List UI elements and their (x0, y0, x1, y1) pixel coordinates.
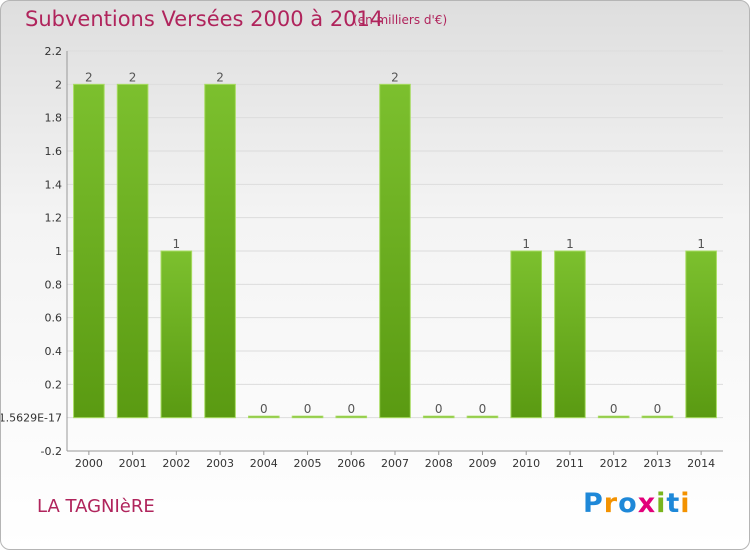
bar-2007 (379, 83, 411, 419)
data-label-2003: 2 (216, 70, 224, 84)
y-tick-label: 0.4 (45, 345, 63, 358)
bar-2011 (554, 250, 586, 419)
bar-2002 (160, 250, 193, 419)
x-tick-label: 2014 (687, 457, 715, 470)
data-label-2013: 0 (654, 402, 662, 416)
x-tick-label: 2012 (600, 457, 628, 470)
data-label-2014: 1 (697, 237, 705, 251)
data-label-2002: 1 (173, 237, 181, 251)
y-tick-label: -1.5629E-17 (1, 412, 62, 425)
x-tick-label: 2010 (512, 457, 540, 470)
y-tick-label: 1.8 (45, 112, 63, 125)
logo-letter: r (603, 488, 619, 519)
data-label-2006: 0 (347, 402, 355, 416)
x-tick-label: 2000 (75, 457, 103, 470)
data-label-2000: 2 (85, 70, 93, 84)
y-tick-label: 1 (55, 245, 62, 258)
bar-2000 (73, 83, 105, 419)
x-tick-label: 2005 (294, 457, 322, 470)
x-tick-label: 2002 (162, 457, 190, 470)
y-tick-label: 1.6 (45, 145, 63, 158)
x-tick-label: 2013 (643, 457, 671, 470)
data-label-2001: 2 (129, 70, 137, 84)
y-tick-label: 1.4 (45, 178, 63, 191)
x-tick-label: 2003 (206, 457, 234, 470)
y-tick-label: 1.2 (45, 212, 63, 225)
bar-2005 (291, 415, 324, 419)
bar-2013 (641, 415, 674, 419)
bar-2003 (204, 83, 236, 419)
proxiti-logo: Proxiti (583, 488, 691, 519)
bar-2009 (466, 415, 499, 419)
x-tick-label: 2009 (468, 457, 496, 470)
x-tick-label: 2001 (119, 457, 147, 470)
chart-unit: (en milliers d'€) (353, 13, 448, 27)
location-name: LA TAGNIèRE (37, 496, 155, 517)
bar-2001 (116, 83, 149, 419)
logo-letter: o (618, 488, 638, 519)
logo-letter: i (656, 488, 667, 519)
y-tick-label: 2.2 (45, 45, 63, 58)
x-tick-label: 2007 (381, 457, 409, 470)
bar-2010 (510, 250, 543, 419)
data-label-2011: 1 (566, 237, 574, 251)
x-tick-label: 2006 (337, 457, 365, 470)
y-tick-label: 2 (55, 78, 62, 91)
data-label-2005: 0 (304, 402, 312, 416)
data-label-2007: 2 (391, 70, 399, 84)
data-label-2012: 0 (610, 402, 618, 416)
y-tick-label: 0.2 (45, 378, 63, 391)
y-tick-label: 0.8 (45, 278, 63, 291)
bar-2008 (422, 415, 455, 419)
y-tick-label: -0.2 (41, 445, 62, 458)
data-label-2008: 0 (435, 402, 443, 416)
bar-2012 (597, 415, 630, 419)
x-tick-label: 2008 (425, 457, 453, 470)
chart-title: Subventions Versées 2000 à 2014 (25, 7, 384, 31)
x-tick-label: 2004 (250, 457, 278, 470)
y-tick-label: 0.6 (45, 312, 63, 325)
data-label-2010: 1 (522, 237, 530, 251)
bar-2004 (247, 415, 280, 419)
logo-letter: P (583, 488, 604, 519)
logo-letter: x (637, 488, 657, 519)
logo-letter: i (680, 488, 691, 519)
data-label-2009: 0 (479, 402, 487, 416)
x-tick-label: 2011 (556, 457, 584, 470)
data-label-2004: 0 (260, 402, 268, 416)
logo-letter: t (666, 488, 681, 519)
bar-2006 (335, 415, 368, 419)
bar-2014 (685, 250, 717, 419)
